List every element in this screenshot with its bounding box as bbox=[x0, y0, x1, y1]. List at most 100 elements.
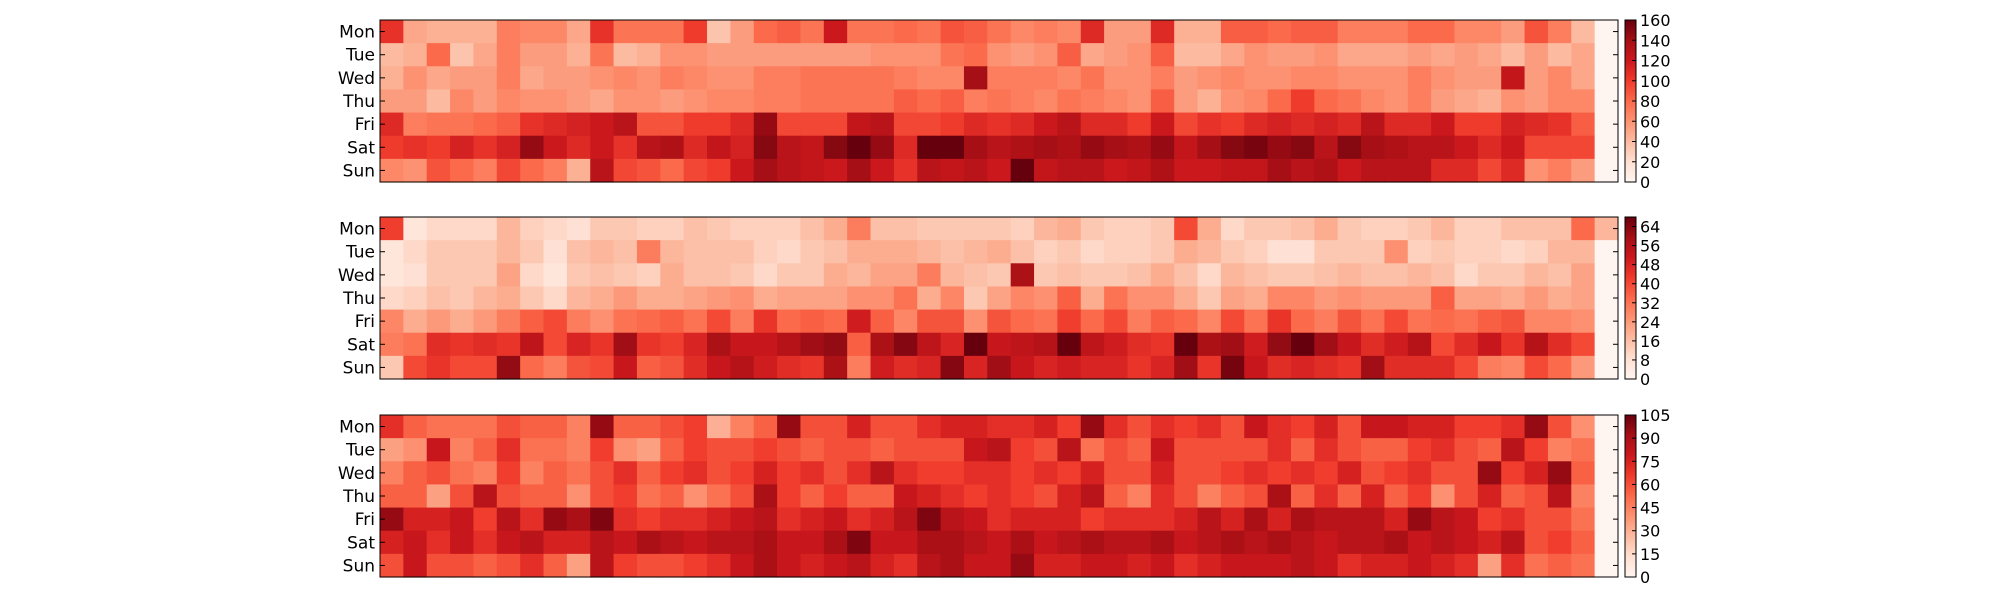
heatmap-cell bbox=[1361, 158, 1386, 183]
heatmap-cell bbox=[1384, 89, 1409, 114]
heatmap-cell bbox=[1477, 240, 1502, 264]
heatmap-cell bbox=[940, 240, 965, 264]
heatmap-cell bbox=[613, 240, 638, 264]
heatmap-cell bbox=[777, 530, 802, 555]
heatmap-cell bbox=[566, 286, 591, 311]
heatmap-cell bbox=[590, 263, 615, 288]
heatmap-cell bbox=[1594, 240, 1619, 264]
heatmap-cell bbox=[426, 263, 451, 288]
heatmap-cell bbox=[1080, 158, 1105, 183]
heatmap-cell bbox=[520, 355, 545, 380]
heatmap-cell bbox=[1454, 217, 1479, 241]
heatmap-cell bbox=[1150, 66, 1175, 91]
heatmap-cell bbox=[1314, 553, 1339, 578]
heatmap-cell bbox=[496, 484, 521, 509]
heatmap-cell bbox=[1290, 89, 1315, 114]
heatmap-cell bbox=[917, 263, 942, 288]
heatmap-cell bbox=[800, 112, 825, 137]
heatmap-cell bbox=[473, 43, 498, 67]
heatmap-cell bbox=[870, 438, 895, 462]
heatmap-cell bbox=[753, 66, 778, 91]
heatmap-cell bbox=[543, 438, 568, 462]
heatmap-cell bbox=[1431, 20, 1456, 44]
heatmap-cell bbox=[1104, 158, 1129, 183]
heatmap-cell bbox=[1104, 20, 1129, 44]
heatmap-cell bbox=[566, 484, 591, 509]
heatmap-cell bbox=[380, 461, 404, 486]
heatmap-cell bbox=[613, 217, 638, 241]
heatmap-cell bbox=[473, 286, 498, 311]
heatmap-cell bbox=[590, 217, 615, 241]
colorbar-tick-label: 16 bbox=[1640, 332, 1660, 351]
heatmap-cell bbox=[823, 332, 848, 357]
colorbar-tick-label: 40 bbox=[1640, 275, 1660, 294]
heatmap-cell bbox=[800, 415, 825, 439]
heatmap-cell bbox=[1034, 553, 1058, 578]
heatmap-cell bbox=[1220, 286, 1245, 311]
heatmap-cell bbox=[1337, 66, 1362, 91]
heatmap-cell bbox=[1174, 158, 1199, 183]
heatmap-cell bbox=[1454, 20, 1479, 44]
heatmap-cell bbox=[707, 415, 731, 439]
heatmap-cell bbox=[1267, 263, 1292, 288]
heatmap-cell bbox=[1290, 507, 1315, 532]
heatmap-cell bbox=[403, 332, 428, 357]
heatmap-cell bbox=[1150, 135, 1175, 160]
heatmap-cell bbox=[1361, 20, 1386, 44]
heatmap-cell bbox=[1197, 20, 1222, 44]
heatmap-cell bbox=[1127, 415, 1152, 439]
heatmap-cell bbox=[380, 89, 404, 114]
heatmap-cell bbox=[1244, 20, 1269, 44]
heatmap-cell bbox=[1010, 553, 1035, 578]
heatmap-cell bbox=[1057, 240, 1082, 264]
heatmap-cell bbox=[847, 217, 872, 241]
heatmap-cell bbox=[1477, 66, 1502, 91]
heatmap-cell bbox=[660, 20, 685, 44]
heatmap-cell bbox=[1431, 355, 1456, 380]
heatmap-cell bbox=[823, 66, 848, 91]
heatmap-cell bbox=[1244, 135, 1269, 160]
heatmap-cell bbox=[1220, 438, 1245, 462]
heatmap-cell bbox=[473, 309, 498, 334]
heatmap-cell bbox=[707, 553, 731, 578]
heatmap-cell bbox=[380, 158, 404, 183]
heatmap-cell bbox=[1010, 461, 1035, 486]
heatmap-cell bbox=[1571, 309, 1596, 334]
heatmap-cell bbox=[987, 309, 1012, 334]
heatmap-cell bbox=[473, 89, 498, 114]
heatmap-cell bbox=[380, 530, 404, 555]
heatmap-cell bbox=[707, 438, 731, 462]
row-label: Sat bbox=[347, 335, 375, 355]
heatmap-cell bbox=[613, 66, 638, 91]
heatmap-cell bbox=[1384, 217, 1409, 241]
heatmap-cell bbox=[1104, 135, 1129, 160]
heatmap-cell bbox=[823, 217, 848, 241]
heatmap-cell bbox=[1501, 135, 1526, 160]
heatmap-cell bbox=[1361, 332, 1386, 357]
heatmap-cell bbox=[496, 66, 521, 91]
heatmap-cell bbox=[1454, 484, 1479, 509]
heatmap-cell bbox=[1290, 438, 1315, 462]
heatmap-cell bbox=[1104, 263, 1129, 288]
heatmap-cell bbox=[1057, 530, 1082, 555]
heatmap-cell bbox=[683, 530, 708, 555]
heatmap-cell bbox=[683, 355, 708, 380]
heatmap-cell bbox=[753, 20, 778, 44]
heatmap-cell bbox=[1547, 309, 1572, 334]
heatmap-cell bbox=[1057, 263, 1082, 288]
heatmap-cell bbox=[683, 89, 708, 114]
heatmap-cell bbox=[1361, 530, 1386, 555]
colorbar-tick-label: 30 bbox=[1640, 522, 1660, 541]
heatmap-cell bbox=[940, 553, 965, 578]
heatmap-cell bbox=[1290, 66, 1315, 91]
heatmap-cell bbox=[380, 66, 404, 91]
colorbar-tick-label: 105 bbox=[1640, 406, 1671, 425]
heatmap-cell bbox=[660, 438, 685, 462]
heatmap-cell bbox=[566, 158, 591, 183]
heatmap-cell bbox=[566, 553, 591, 578]
heatmap-cell bbox=[636, 263, 661, 288]
heatmap-cell bbox=[1571, 43, 1596, 67]
colorbar-tick-label: 80 bbox=[1640, 92, 1660, 111]
heatmap-cell bbox=[543, 484, 568, 509]
heatmap-cell bbox=[1337, 507, 1362, 532]
